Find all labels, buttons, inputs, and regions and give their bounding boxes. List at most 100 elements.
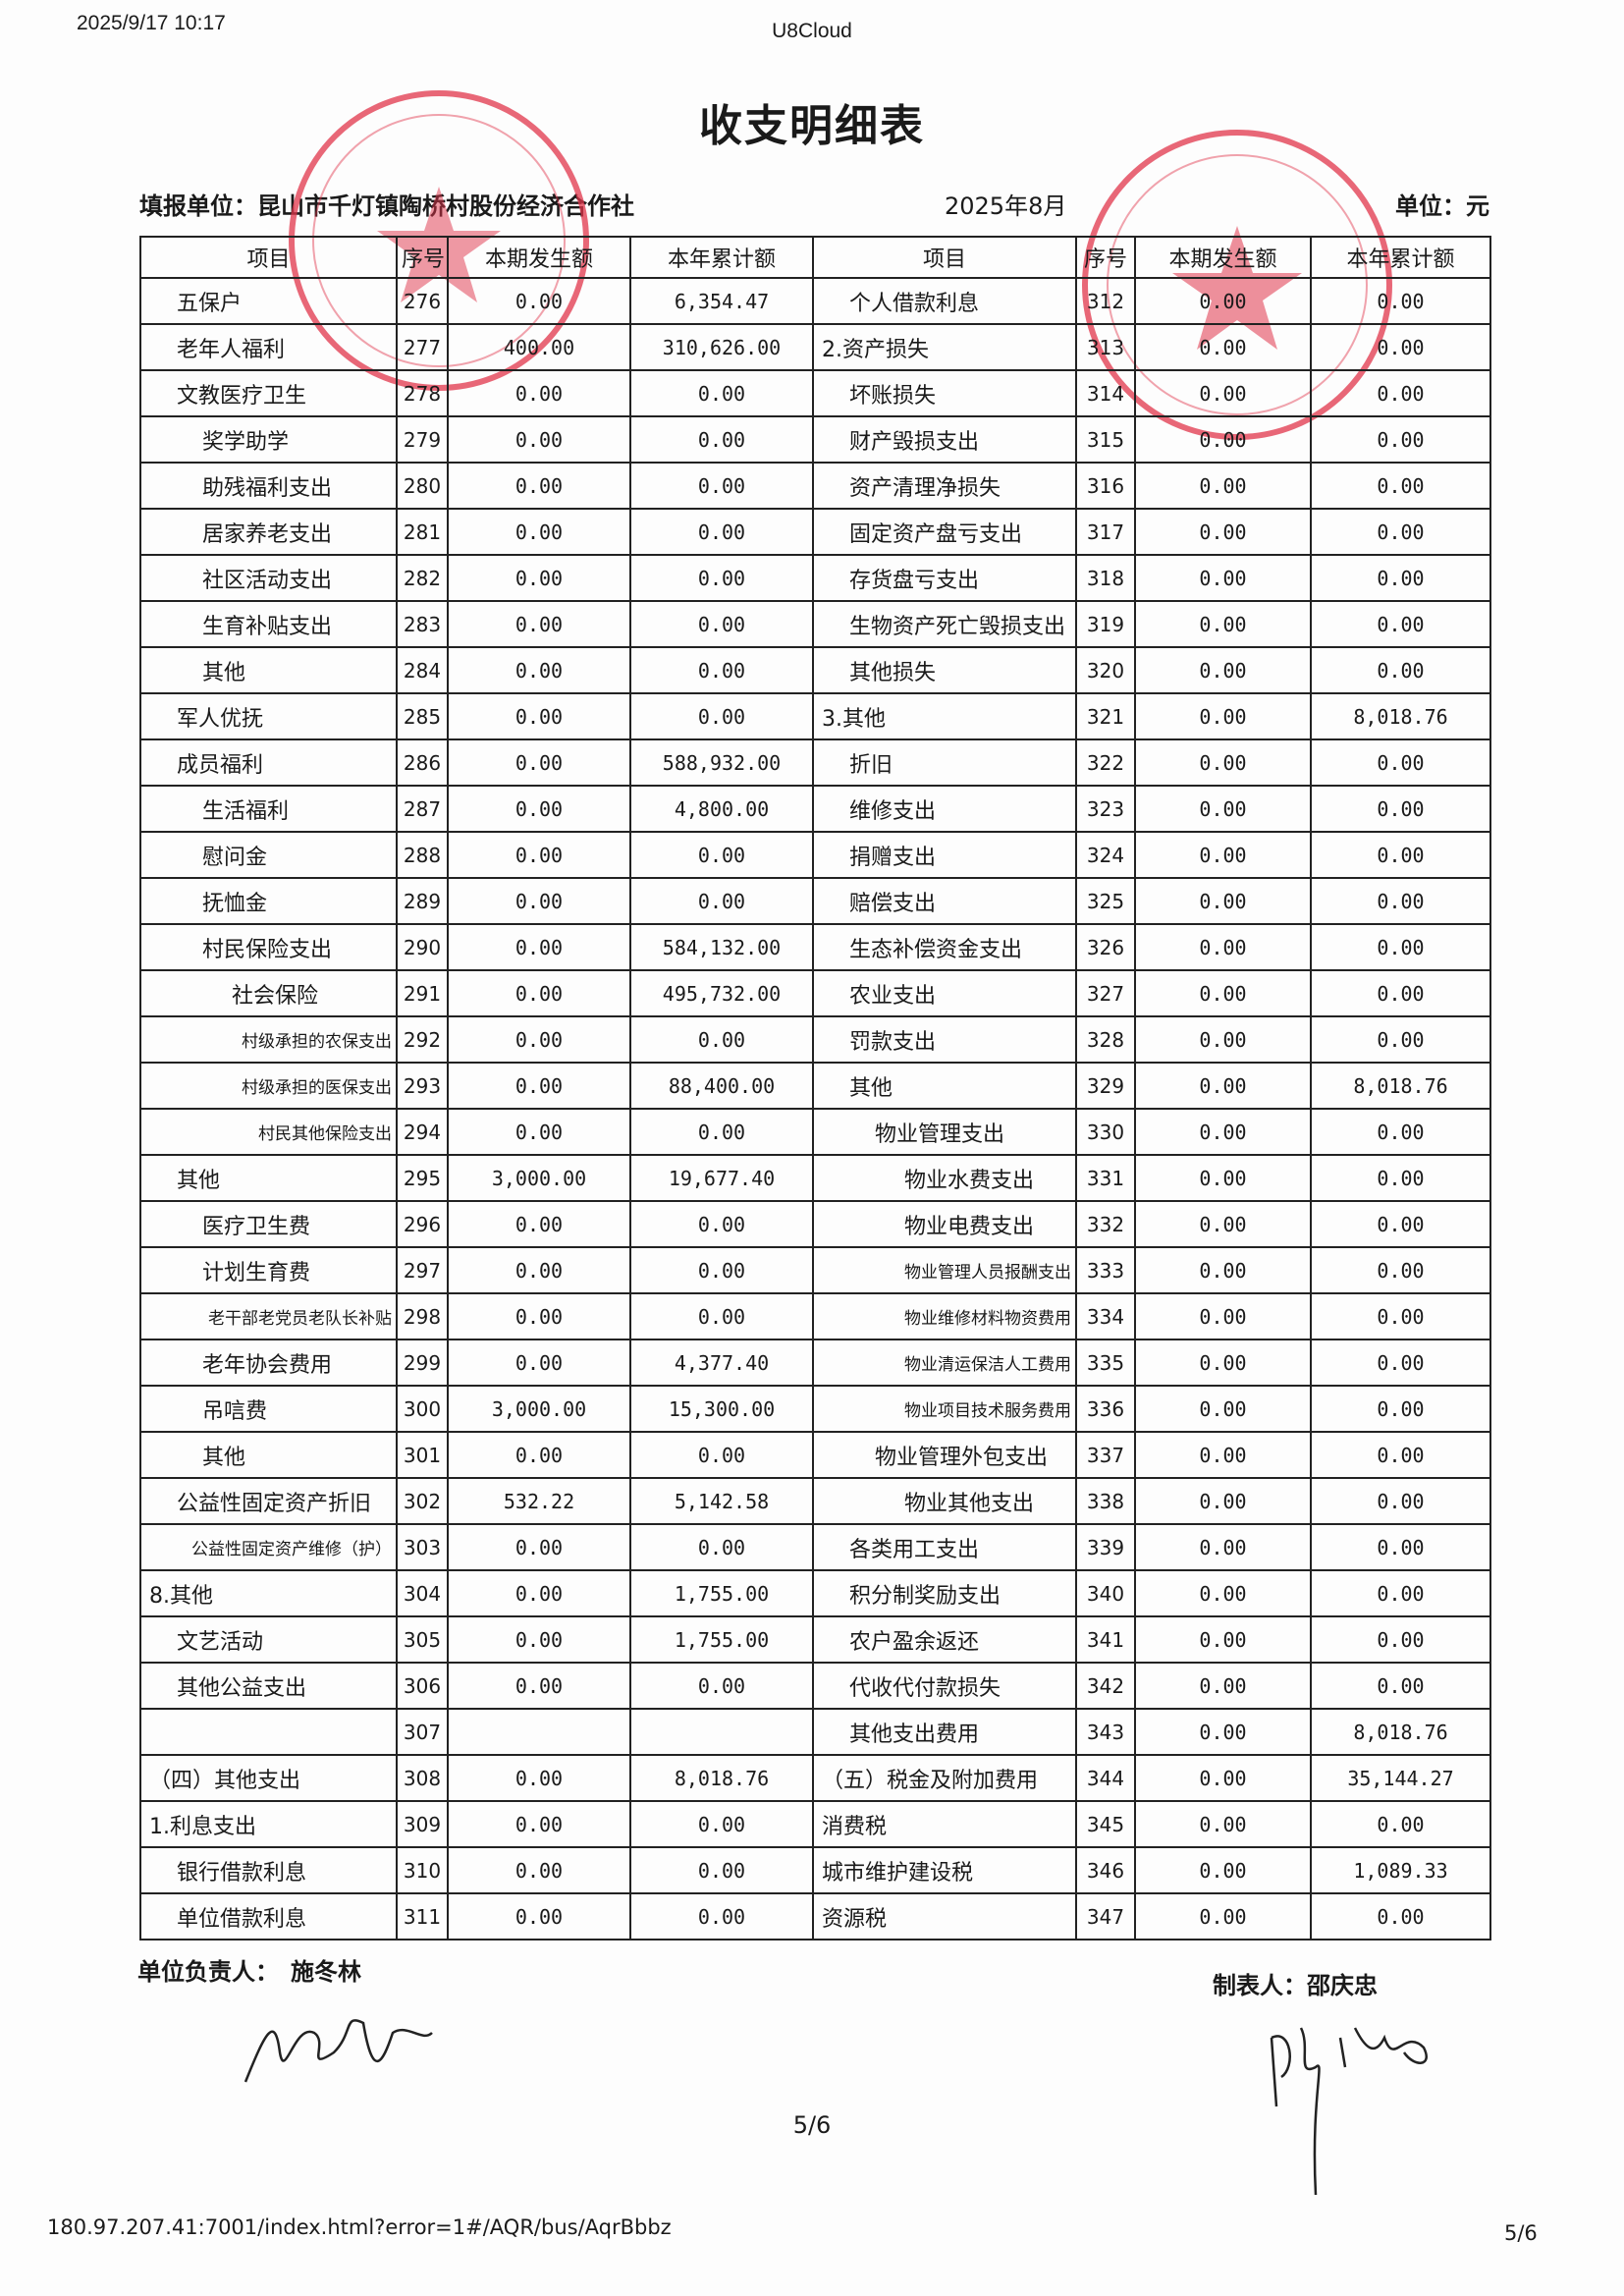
row-seq: 316 bbox=[1075, 462, 1136, 510]
table-row: 其他 301 0.00 0.00 物业管理外包支出 337 0.00 0.00 bbox=[139, 1431, 1491, 1479]
row-seq: 287 bbox=[396, 785, 449, 833]
table-row: 1.利息支出 309 0.00 0.00 消费税 345 0.00 0.00 bbox=[139, 1800, 1491, 1848]
ytd-amount: 0.00 bbox=[1310, 923, 1491, 971]
item-name: 赔偿支出 bbox=[812, 877, 1077, 925]
ytd-amount: 8,018.76 bbox=[629, 1754, 814, 1802]
ytd-amount: 0.00 bbox=[1310, 1477, 1491, 1525]
item-name: 公益性固定资产折旧 bbox=[139, 1477, 398, 1525]
item-name: 捐赠支出 bbox=[812, 831, 1077, 879]
page-url: 180.97.207.41:7001/index.html?error=1#/A… bbox=[47, 2215, 672, 2239]
row-seq: 280 bbox=[396, 462, 449, 510]
row-seq: 342 bbox=[1075, 1662, 1136, 1710]
table-row: 文教医疗卫生 278 0.00 0.00 坏账损失 314 0.00 0.00 bbox=[139, 369, 1491, 417]
current-amount: 0.00 bbox=[447, 923, 631, 971]
current-amount: 0.00 bbox=[447, 692, 631, 740]
row-seq: 312 bbox=[1075, 277, 1136, 325]
current-amount: 0.00 bbox=[1134, 738, 1312, 787]
current-amount: 0.00 bbox=[1134, 877, 1312, 925]
item-name: 代收代付款损失 bbox=[812, 1662, 1077, 1710]
signature-right bbox=[1270, 2027, 1428, 2196]
item-name: 文教医疗卫生 bbox=[139, 369, 398, 417]
current-amount: 0.00 bbox=[1134, 1708, 1312, 1756]
current-amount: 0.00 bbox=[1134, 462, 1312, 510]
col-header-current: 本期发生额 bbox=[447, 236, 631, 279]
table-row: 村民其他保险支出 294 0.00 0.00 物业管理支出 330 0.00 0.00 bbox=[139, 1108, 1491, 1156]
row-seq: 343 bbox=[1075, 1708, 1136, 1756]
row-seq: 284 bbox=[396, 646, 449, 694]
row-seq: 283 bbox=[396, 600, 449, 648]
item-name: 其他 bbox=[812, 1062, 1077, 1110]
row-seq: 345 bbox=[1075, 1800, 1136, 1848]
table-row: 银行借款利息 310 0.00 0.00 城市维护建设税 346 0.00 1,089.33 bbox=[139, 1846, 1491, 1894]
current-amount bbox=[447, 1708, 631, 1756]
item-name: 吊唁费 bbox=[139, 1385, 398, 1433]
row-seq: 291 bbox=[396, 969, 449, 1017]
row-seq: 320 bbox=[1075, 646, 1136, 694]
row-seq: 302 bbox=[396, 1477, 449, 1525]
table-row: 吊唁费 300 3,000.00 15,300.00 物业项目技术服务费用 336 0.00… bbox=[139, 1385, 1491, 1433]
row-seq: 313 bbox=[1075, 323, 1136, 371]
row-seq: 328 bbox=[1075, 1015, 1136, 1064]
row-seq: 321 bbox=[1075, 692, 1136, 740]
ytd-amount: 0.00 bbox=[629, 646, 814, 694]
ytd-amount: 1,755.00 bbox=[629, 1615, 814, 1664]
row-seq: 334 bbox=[1075, 1292, 1136, 1340]
row-seq: 279 bbox=[396, 415, 449, 464]
report-period: 2025年8月 bbox=[945, 192, 1067, 220]
current-amount: 0.00 bbox=[447, 738, 631, 787]
item-name: 城市维护建设税 bbox=[812, 1846, 1077, 1894]
current-amount: 0.00 bbox=[1134, 415, 1312, 464]
table-row: 307 其他支出费用 343 0.00 8,018.76 bbox=[139, 1708, 1491, 1756]
row-seq: 278 bbox=[396, 369, 449, 417]
item-name: 老年人福利 bbox=[139, 323, 398, 371]
item-name: 物业其他支出 bbox=[812, 1477, 1077, 1525]
ytd-amount: 8,018.76 bbox=[1310, 1062, 1491, 1110]
current-amount: 0.00 bbox=[447, 1339, 631, 1387]
item-name: 医疗卫生费 bbox=[139, 1200, 398, 1248]
current-amount: 0.00 bbox=[1134, 1477, 1312, 1525]
table-row: 社区活动支出 282 0.00 0.00 存货盘亏支出 318 0.00 0.00 bbox=[139, 554, 1491, 602]
ytd-amount: 0.00 bbox=[629, 1292, 814, 1340]
table-header-row: 项目 序号 本期发生额 本年累计额 项目 序号 本期发生额 本年累计额 bbox=[139, 236, 1491, 279]
current-amount: 0.00 bbox=[1134, 831, 1312, 879]
item-name: 社区活动支出 bbox=[139, 554, 398, 602]
ytd-amount: 8,018.76 bbox=[1310, 692, 1491, 740]
item-name: 公益性固定资产维修（护） bbox=[139, 1523, 398, 1571]
current-amount: 0.00 bbox=[447, 1062, 631, 1110]
row-seq: 317 bbox=[1075, 508, 1136, 556]
item-name: 助残福利支出 bbox=[139, 462, 398, 510]
ytd-amount: 0.00 bbox=[1310, 831, 1491, 879]
table-row: 军人优抚 285 0.00 0.00 3.其他 321 0.00 8,018.76 bbox=[139, 692, 1491, 740]
current-amount: 0.00 bbox=[1134, 1615, 1312, 1664]
row-seq: 338 bbox=[1075, 1477, 1136, 1525]
print-datetime: 2025/9/17 10:17 bbox=[77, 12, 226, 34]
table-row: 其他 295 3,000.00 19,677.40 物业水费支出 331 0.00 0.00 bbox=[139, 1154, 1491, 1202]
current-amount: 0.00 bbox=[1134, 1015, 1312, 1064]
table-row: 计划生育费 297 0.00 0.00 物业管理人员报酬支出 333 0.00 0.00 bbox=[139, 1246, 1491, 1294]
app-name: U8Cloud bbox=[772, 20, 852, 42]
current-amount: 0.00 bbox=[447, 646, 631, 694]
item-name: 坏账损失 bbox=[812, 369, 1077, 417]
row-seq: 303 bbox=[396, 1523, 449, 1571]
ytd-amount: 0.00 bbox=[629, 1662, 814, 1710]
item-name: 维修支出 bbox=[812, 785, 1077, 833]
row-seq: 335 bbox=[1075, 1339, 1136, 1387]
ytd-amount: 5,142.58 bbox=[629, 1477, 814, 1525]
item-name: 积分制奖励支出 bbox=[812, 1569, 1077, 1617]
current-amount: 0.00 bbox=[1134, 1385, 1312, 1433]
current-amount: 0.00 bbox=[447, 877, 631, 925]
item-name: 文艺活动 bbox=[139, 1615, 398, 1664]
current-amount: 0.00 bbox=[447, 1662, 631, 1710]
ytd-amount: 0.00 bbox=[1310, 1662, 1491, 1710]
ytd-amount: 0.00 bbox=[629, 1523, 814, 1571]
current-amount: 3,000.00 bbox=[447, 1385, 631, 1433]
item-name: 物业电费支出 bbox=[812, 1200, 1077, 1248]
row-seq: 347 bbox=[1075, 1892, 1136, 1941]
page-number: 5/6 bbox=[792, 2111, 832, 2139]
item-name: 1.利息支出 bbox=[139, 1800, 398, 1848]
row-seq: 297 bbox=[396, 1246, 449, 1294]
signature-left bbox=[244, 2019, 433, 2083]
row-seq: 327 bbox=[1075, 969, 1136, 1017]
item-name bbox=[139, 1708, 398, 1756]
table-row: 村级承担的农保支出 292 0.00 0.00 罚款支出 328 0.00 0.00 bbox=[139, 1015, 1491, 1064]
